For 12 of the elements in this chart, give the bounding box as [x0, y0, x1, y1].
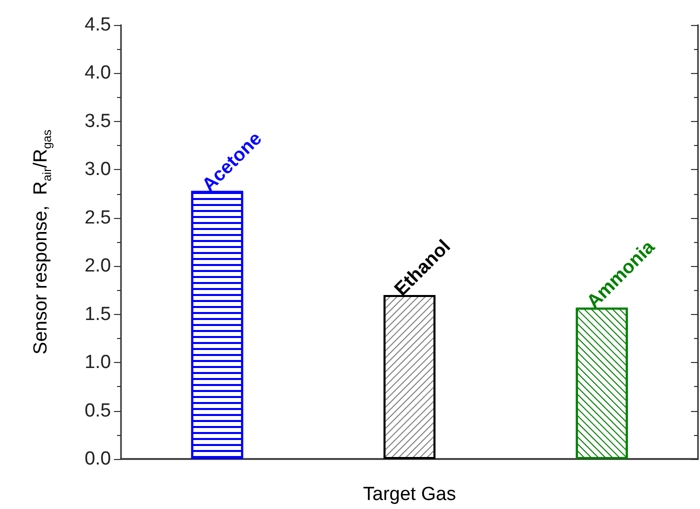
y-tick-label: 4.5 — [84, 14, 111, 36]
y-tick-label: 0.0 — [84, 448, 111, 470]
y-axis-title: Sensor response, Rair/Rgas — [30, 130, 54, 354]
y-tick-label: 2.5 — [84, 207, 111, 228]
y-tick-label: 0.5 — [84, 400, 111, 422]
y-tick-label: 3.5 — [84, 110, 111, 132]
y-tick-label: 1.0 — [84, 352, 111, 374]
y-tick-label: 2.0 — [84, 256, 111, 277]
y-tick-label: 4.0 — [84, 62, 111, 84]
y-tick-label: 1.5 — [84, 304, 111, 325]
x-axis-title: Target Gas — [363, 484, 456, 505]
y-tick-label: 3.0 — [84, 159, 111, 180]
